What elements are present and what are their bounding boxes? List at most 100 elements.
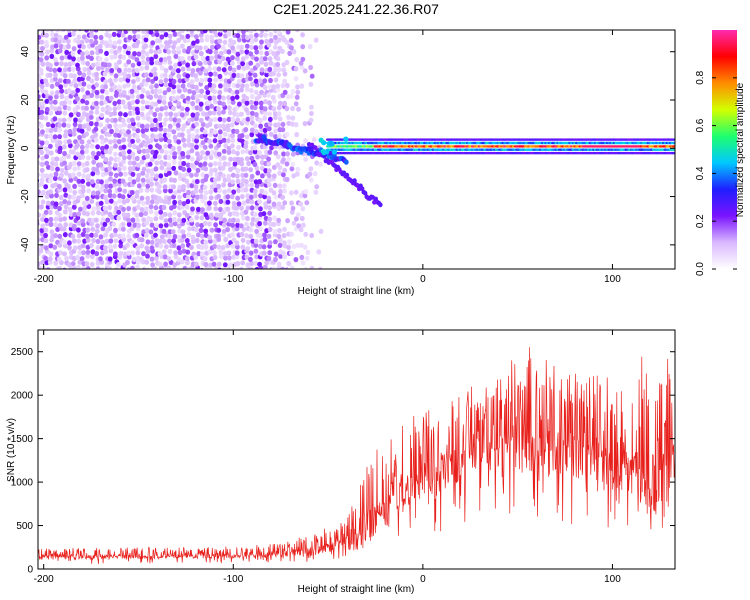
spectrogram-cell	[199, 77, 205, 84]
spectrogram-cell	[46, 164, 51, 170]
spectrogram-cell	[236, 78, 242, 84]
spectrogram-cell	[159, 34, 165, 40]
spectrogram-cell	[145, 183, 151, 189]
spectrogram-cell	[66, 123, 71, 129]
spectrogram-cell	[194, 94, 200, 100]
spectrogram-cell	[170, 229, 176, 235]
spectrogram-cell	[48, 243, 54, 249]
spectrogram-cell	[113, 77, 118, 83]
spectrogram-cell	[212, 243, 218, 249]
spectrogram-cell	[134, 57, 140, 63]
spectrogram-cell	[267, 205, 272, 211]
spectrogram-cell	[258, 206, 263, 212]
spectrogram-cell	[135, 264, 140, 269]
spectrogram-cell	[308, 81, 314, 87]
spectrogram-cell	[222, 177, 228, 183]
spectrogram-cell	[258, 78, 263, 84]
spectrogram-cell	[148, 72, 154, 78]
spectrogram-cell	[303, 138, 308, 144]
spectrogram-cell	[154, 160, 160, 166]
spectrogram-cell	[226, 30, 232, 33]
spectrogram-cell	[267, 149, 273, 155]
spectrogram-cell	[107, 266, 112, 269]
spectrogram-cell	[66, 43, 71, 50]
spectrogram-cell	[45, 204, 51, 210]
spectrogram-cell	[253, 37, 259, 43]
spectrogram-cell	[84, 200, 90, 206]
spectrogram-cell	[64, 95, 70, 101]
spectrogram-cell	[152, 111, 158, 118]
spectrogram-cell	[211, 261, 217, 267]
spectrogram-cell	[262, 264, 268, 269]
spectrogram-cell	[117, 198, 122, 204]
spectrogram-cell	[676, 149, 680, 151]
spectrogram-cell	[172, 40, 178, 46]
spectrogram-cell	[248, 60, 254, 66]
spectrogram-cell	[293, 66, 299, 72]
spectrogram-cell	[177, 78, 183, 84]
spectrogram-cell	[248, 266, 253, 269]
spectrogram-cell	[236, 37, 242, 43]
spectrogram-cell	[162, 127, 168, 134]
spectrogram-cell	[198, 227, 204, 233]
spectrogram-cell	[123, 67, 128, 73]
spectrogram-cell	[158, 94, 163, 101]
spectrogram-cell	[236, 64, 242, 70]
spectrogram-cell	[105, 117, 110, 123]
spectrogram-cell	[239, 111, 244, 117]
spectrogram-cell	[257, 93, 262, 99]
spectrogram-cell	[93, 30, 99, 33]
spectrogram-cell	[144, 173, 150, 179]
spectrogram-cell	[154, 255, 159, 261]
spectrogram-cell	[234, 250, 240, 256]
spectrogram-cell	[200, 121, 206, 128]
spectrogram-cell	[309, 265, 315, 269]
spectrogram-cell	[127, 166, 133, 172]
spectrogram-cell	[113, 132, 118, 138]
spectrogram-cell	[67, 32, 73, 38]
spectrogram-cell	[261, 250, 267, 256]
spectrogram-cell	[212, 116, 218, 123]
spectrogram-cell	[275, 83, 281, 89]
spectrogram-cell	[203, 166, 209, 172]
spectrogram-cell	[207, 60, 213, 66]
spectrogram-cell	[229, 194, 235, 200]
spectrogram-cell	[143, 43, 149, 49]
spectrogram-cell	[289, 200, 294, 206]
spectrogram-cell	[48, 173, 54, 179]
spectrogram-cell	[141, 166, 147, 172]
spectrogram-cell	[95, 190, 101, 196]
spectrogram-cell	[107, 160, 112, 166]
spectrogram-cell	[112, 110, 118, 116]
spectrogram-cell	[259, 56, 265, 62]
spectrogram-cell	[144, 259, 150, 265]
spectrogram-cell	[253, 238, 259, 244]
spectrogram-cell	[261, 244, 267, 250]
spectrogram-cell	[282, 240, 287, 246]
spectrogram-cell	[216, 183, 222, 189]
spectrogram-cell	[227, 110, 233, 116]
spectrogram-cell	[216, 244, 222, 250]
spectrogram-cell	[235, 72, 241, 79]
spectrogram-cell	[57, 265, 62, 269]
spectrogram-cell	[196, 232, 201, 238]
spectrogram-cell	[43, 238, 49, 244]
spectrogram-cell	[166, 55, 172, 61]
spectrogram-cell	[112, 243, 118, 249]
spectrogram-cell	[130, 171, 136, 177]
spectrogram-cell	[126, 250, 132, 256]
spectrogram-cell	[50, 156, 56, 162]
spectrogram-cell	[284, 59, 290, 66]
spectrogram-cell	[272, 228, 278, 235]
spectrogram-cell	[207, 121, 213, 127]
spectrogram-cell	[140, 170, 146, 176]
spectrogram-cell	[132, 144, 137, 150]
spectrogram-cell	[62, 110, 68, 116]
spectrogram-cell	[89, 92, 95, 98]
spectrogram-cell	[38, 67, 44, 73]
spectrogram-cell	[152, 66, 158, 72]
spectrogram-cell	[135, 39, 141, 45]
spectrogram-cell	[95, 61, 100, 67]
spectrogram-cell	[45, 200, 51, 206]
spectrogram-cell	[235, 218, 241, 224]
